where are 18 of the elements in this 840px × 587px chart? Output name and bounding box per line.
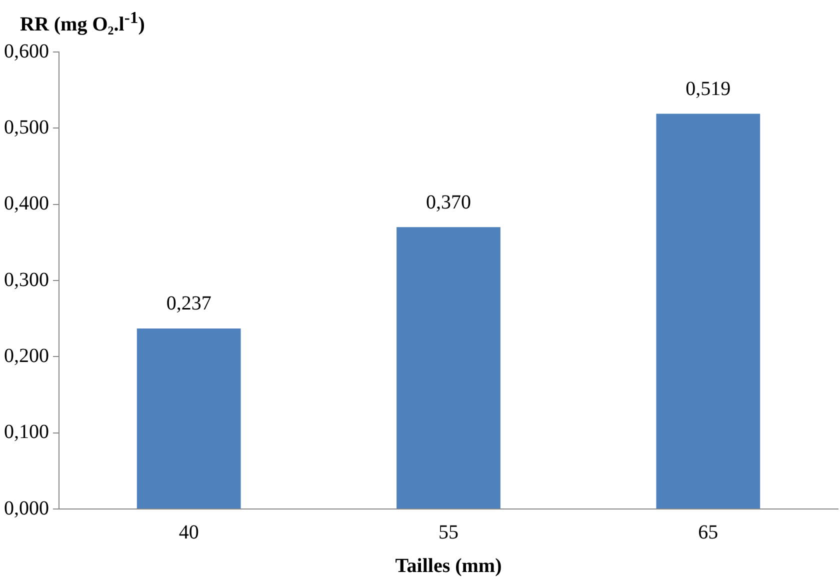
- x-tick-label: 55: [438, 521, 458, 544]
- bar: [656, 114, 760, 508]
- y-tick-label: 0,200: [4, 344, 49, 367]
- data-label: 0,370: [426, 191, 471, 214]
- y-tick-label: 0,300: [4, 268, 49, 291]
- bar: [136, 328, 241, 508]
- data-label: 0,237: [166, 292, 212, 315]
- data-label: 0,519: [686, 78, 731, 100]
- x-axis-title: Tailles (mm): [395, 555, 502, 578]
- x-tick-label: 65: [698, 521, 718, 544]
- y-tick-label: 0,500: [4, 116, 49, 138]
- x-tick-label: 40: [178, 521, 199, 544]
- y-axis-title: RR (mg O₂.l$^{-1}$): [20, 8, 145, 37]
- y-tick-label: 0,100: [4, 421, 49, 444]
- y-tick-label: 0,600: [4, 40, 49, 62]
- y-tick-label: 0,000: [4, 497, 49, 520]
- bar: [396, 227, 500, 508]
- y-tick-label: 0,400: [4, 192, 49, 215]
